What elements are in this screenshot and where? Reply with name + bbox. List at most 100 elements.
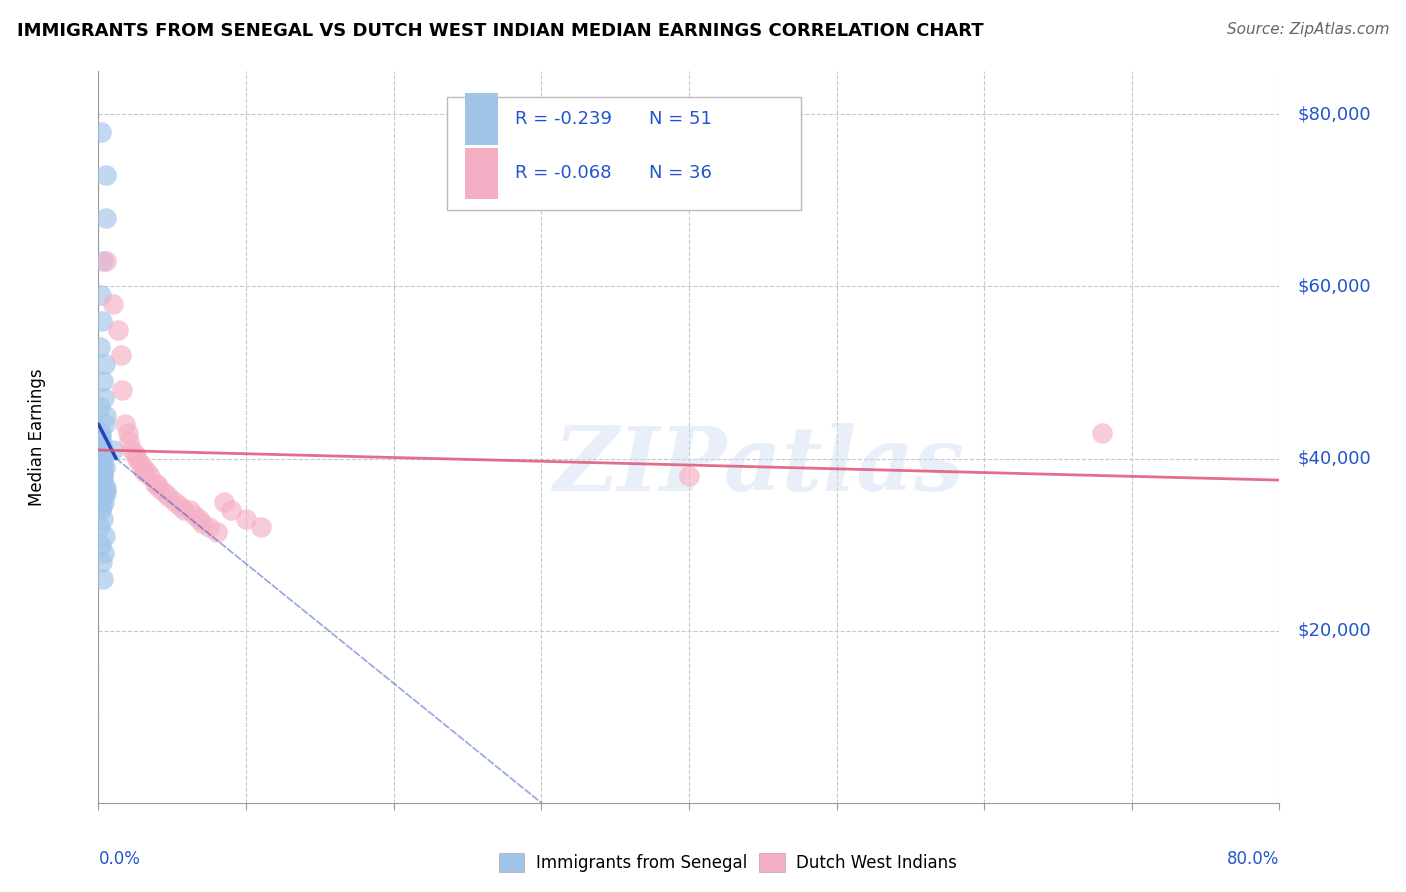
Text: $60,000: $60,000 bbox=[1298, 277, 1371, 295]
Point bbox=[90, 425, 112, 440]
Point bbox=[125, 451, 148, 466]
Text: Source: ZipAtlas.com: Source: ZipAtlas.com bbox=[1226, 22, 1389, 37]
Text: $20,000: $20,000 bbox=[1298, 622, 1371, 640]
Point bbox=[91, 456, 114, 470]
Point bbox=[173, 503, 195, 517]
Point bbox=[94, 482, 117, 496]
Point bbox=[89, 400, 111, 414]
Text: R = -0.239: R = -0.239 bbox=[516, 110, 613, 128]
Point bbox=[136, 465, 159, 479]
Point bbox=[89, 520, 111, 534]
Point bbox=[93, 467, 115, 481]
Point bbox=[169, 499, 191, 513]
Point bbox=[90, 451, 112, 466]
Point bbox=[93, 471, 115, 485]
Point bbox=[94, 486, 117, 500]
Text: $40,000: $40,000 bbox=[1298, 450, 1371, 467]
Point bbox=[212, 494, 235, 508]
Point bbox=[94, 253, 117, 268]
Point bbox=[128, 456, 150, 470]
Point bbox=[93, 374, 115, 388]
Point bbox=[93, 460, 115, 475]
Point bbox=[94, 409, 117, 423]
Point bbox=[153, 486, 176, 500]
Point bbox=[91, 314, 114, 328]
Point bbox=[89, 468, 111, 483]
Text: 0.0%: 0.0% bbox=[98, 850, 141, 868]
Point bbox=[90, 474, 112, 488]
Point bbox=[89, 491, 111, 505]
Text: IMMIGRANTS FROM SENEGAL VS DUTCH WEST INDIAN MEDIAN EARNINGS CORRELATION CHART: IMMIGRANTS FROM SENEGAL VS DUTCH WEST IN… bbox=[17, 22, 984, 40]
Point bbox=[124, 447, 146, 461]
Point bbox=[94, 417, 117, 432]
Point bbox=[103, 296, 125, 310]
Point bbox=[94, 479, 117, 493]
Text: N = 51: N = 51 bbox=[648, 110, 711, 128]
Point bbox=[94, 357, 117, 371]
Point bbox=[93, 253, 115, 268]
Point bbox=[91, 465, 114, 479]
Point bbox=[93, 392, 115, 406]
Point bbox=[179, 503, 201, 517]
Text: Immigrants from Senegal: Immigrants from Senegal bbox=[536, 854, 747, 871]
Point bbox=[90, 488, 112, 502]
Point bbox=[90, 288, 112, 302]
FancyBboxPatch shape bbox=[447, 97, 801, 211]
Point bbox=[678, 468, 700, 483]
Point bbox=[89, 340, 111, 354]
Point bbox=[93, 449, 115, 463]
Point bbox=[90, 446, 112, 460]
Point bbox=[132, 460, 155, 475]
Point bbox=[205, 524, 228, 539]
Point bbox=[219, 503, 242, 517]
Point bbox=[118, 434, 141, 449]
Point bbox=[93, 494, 115, 508]
Point bbox=[91, 512, 114, 526]
Point bbox=[90, 439, 112, 453]
Point bbox=[1091, 425, 1114, 440]
Text: $80,000: $80,000 bbox=[1298, 105, 1371, 123]
Text: ZIPatlas: ZIPatlas bbox=[554, 423, 966, 509]
Point bbox=[103, 442, 125, 457]
Point bbox=[111, 383, 134, 397]
Point bbox=[90, 430, 112, 444]
Point bbox=[134, 465, 156, 479]
Point bbox=[93, 484, 115, 499]
Point bbox=[165, 494, 187, 508]
Point bbox=[90, 538, 112, 552]
Text: 80.0%: 80.0% bbox=[1227, 850, 1279, 868]
Point bbox=[110, 348, 132, 362]
Point bbox=[250, 520, 273, 534]
Point bbox=[90, 555, 112, 569]
Point bbox=[149, 482, 172, 496]
Bar bbox=[464, 94, 498, 145]
Point bbox=[90, 468, 112, 483]
Point bbox=[139, 468, 162, 483]
Point bbox=[91, 572, 114, 586]
Text: Dutch West Indians: Dutch West Indians bbox=[796, 854, 956, 871]
Point bbox=[91, 442, 114, 456]
Point bbox=[121, 442, 143, 457]
Text: Median Earnings: Median Earnings bbox=[28, 368, 46, 506]
Point bbox=[143, 477, 166, 491]
Point bbox=[117, 425, 139, 440]
Point bbox=[157, 491, 180, 505]
Point bbox=[90, 125, 112, 139]
Point bbox=[89, 476, 111, 491]
Point bbox=[107, 322, 129, 336]
Point bbox=[91, 499, 114, 513]
Point bbox=[183, 508, 205, 522]
Point bbox=[91, 458, 114, 473]
Bar bbox=[499, 853, 524, 872]
Point bbox=[90, 503, 112, 517]
Point bbox=[90, 434, 112, 449]
Point bbox=[198, 520, 221, 534]
Point bbox=[187, 512, 209, 526]
Point bbox=[91, 443, 114, 458]
Text: N = 36: N = 36 bbox=[648, 164, 711, 182]
Point bbox=[90, 463, 112, 477]
Bar bbox=[759, 853, 785, 872]
Bar bbox=[464, 148, 498, 199]
Point bbox=[93, 546, 115, 560]
Point bbox=[114, 417, 136, 432]
